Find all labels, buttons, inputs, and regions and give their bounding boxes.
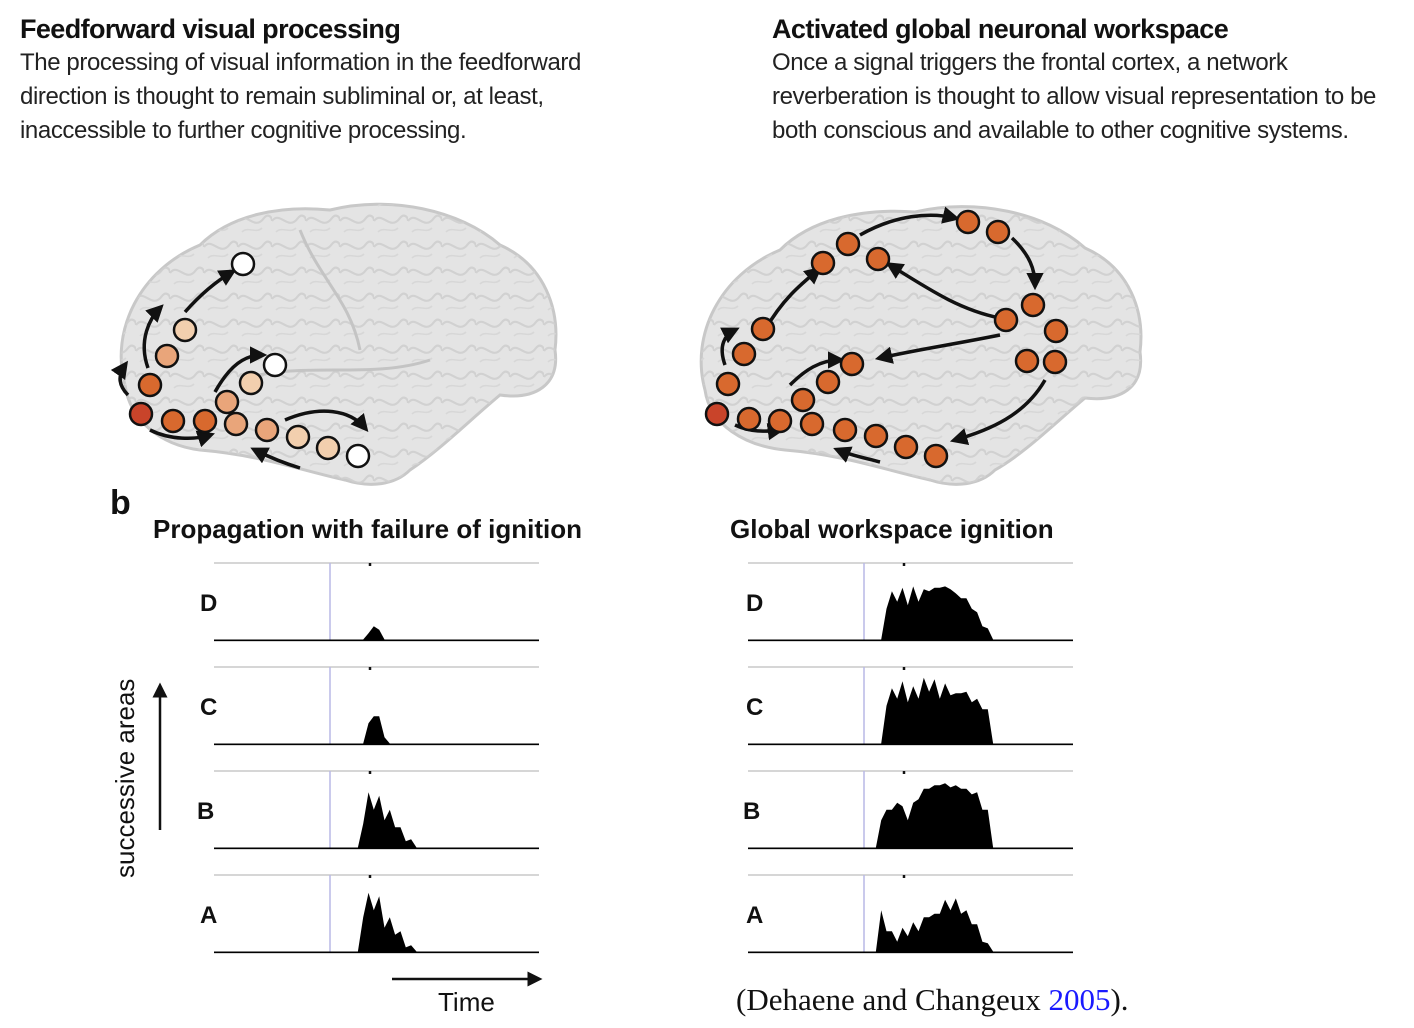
node-circle (172, 317, 198, 343)
area-label-right-D: D (746, 590, 764, 617)
node-circle (1043, 318, 1069, 344)
node-circle (345, 443, 371, 469)
node-circle (214, 389, 240, 415)
node-circle (1014, 348, 1040, 374)
node-circle (893, 434, 919, 460)
left-brain (110, 202, 558, 486)
node-circle (790, 387, 816, 413)
node-circle (160, 408, 186, 434)
citation-year-link[interactable]: 2005 (1048, 982, 1111, 1017)
left-panel-description: The processing of visual information in … (20, 46, 660, 148)
x-axis-label: Time (438, 987, 495, 1017)
right-panel-description: Once a signal triggers the frontal corte… (772, 46, 1412, 148)
brain-diagrams (110, 202, 1143, 486)
node-circle (985, 219, 1011, 245)
node-circle (923, 443, 949, 469)
chart-failure-of-ignition (214, 562, 539, 954)
activity-trace-B (214, 792, 539, 849)
node-circle (767, 408, 793, 434)
right-panel-title: Activated global neuronal workspace (772, 14, 1229, 44)
y-axis-label: successive areas (110, 678, 140, 878)
area-label-left-C: C (200, 694, 218, 721)
right-description-line: Once a signal triggers the frontal corte… (772, 49, 1288, 76)
activity-trace-A (748, 898, 1073, 953)
node-circle (731, 341, 757, 367)
left-panel-title: Feedforward visual processing (20, 14, 401, 44)
activity-trace-D (748, 586, 1073, 641)
left-description-line: direction is thought to remain sublimina… (20, 83, 544, 110)
node-circle (955, 209, 981, 235)
node-circle (839, 351, 865, 377)
citation-prefix: (Dehaene and Changeux (736, 982, 1049, 1017)
node-circle (750, 316, 776, 342)
node-circle (238, 370, 264, 396)
node-circle (223, 411, 249, 437)
node-circle (704, 401, 730, 427)
chart-title-ignition: Global workspace ignition (730, 514, 1054, 544)
node-circle (993, 307, 1019, 333)
node-circle (262, 352, 288, 378)
node-circle (1020, 292, 1046, 318)
citation: (Dehaene and Changeux 2005). (736, 982, 1129, 1018)
node-circle (815, 369, 841, 395)
time-arrow (392, 971, 543, 987)
node-circle (1042, 349, 1068, 375)
node-circle (315, 435, 341, 461)
right-brain-gyri (701, 206, 1141, 485)
node-circle (137, 372, 163, 398)
activity-trace-A (214, 892, 539, 953)
node-circle (799, 411, 825, 437)
node-circle (863, 423, 889, 449)
area-label-left-A: A (200, 902, 218, 929)
activity-trace-C (214, 716, 539, 745)
left-description-line: The processing of visual information in … (20, 49, 581, 76)
node-circle (230, 251, 256, 277)
citation-suffix: ). (1110, 982, 1129, 1017)
node-circle (154, 343, 180, 369)
node-circle (736, 406, 762, 432)
left-arrows (110, 269, 369, 470)
node-circle (715, 371, 741, 397)
area-label-right-C: C (746, 694, 764, 721)
area-label-left-B: B (197, 798, 215, 825)
y-axis-arrow (152, 682, 168, 830)
area-label-left-D: D (200, 590, 218, 617)
right-description-line: reverberation is thought to allow visual… (772, 83, 1376, 110)
node-circle (865, 246, 891, 272)
activity-trace-B (748, 783, 1073, 849)
left-nodes (128, 251, 371, 469)
node-circle (832, 417, 858, 443)
node-circle (128, 401, 154, 427)
area-label-right-A: A (746, 902, 764, 929)
area-label-right-B: B (743, 798, 761, 825)
right-brain (699, 205, 1143, 486)
node-circle (285, 424, 311, 450)
left-description-line: inaccessible to further cognitive proces… (20, 117, 467, 144)
node-circle (835, 231, 861, 257)
chart-workspace-ignition (748, 562, 1073, 954)
right-nodes (704, 209, 1069, 469)
chart-title-failure: Propagation with failure of ignition (153, 514, 582, 544)
panel-b-letter: b (110, 484, 131, 522)
node-circle (810, 250, 836, 276)
right-description-line: both conscious and available to other co… (772, 117, 1349, 144)
activity-trace-D (214, 626, 539, 641)
activity-trace-C (748, 677, 1073, 745)
node-circle (254, 417, 280, 443)
node-circle (192, 408, 218, 434)
